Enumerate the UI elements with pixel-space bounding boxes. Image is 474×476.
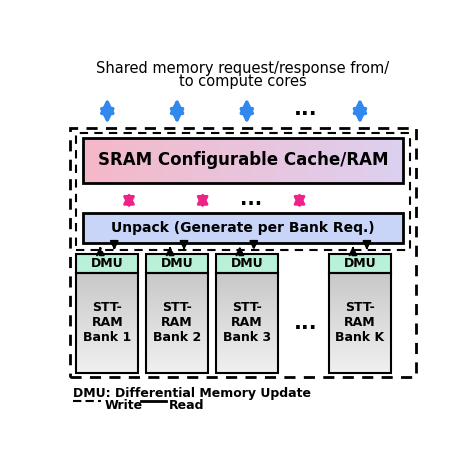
Bar (76, 273, 138, 373)
Text: Read: Read (169, 399, 205, 412)
Text: STT-
RAM
Bank 3: STT- RAM Bank 3 (223, 301, 271, 344)
Bar (329, 254, 391, 273)
Text: to compute cores: to compute cores (179, 74, 307, 89)
Text: ...: ... (294, 99, 318, 119)
Bar (82, 213, 403, 243)
Text: DMU: DMU (161, 257, 193, 270)
Bar (76, 254, 138, 273)
Text: DMU: DMU (91, 257, 124, 270)
Bar (82, 138, 403, 183)
Text: STT-
RAM
Bank K: STT- RAM Bank K (336, 301, 384, 344)
Bar (216, 254, 278, 273)
Text: SRAM Configurable Cache/RAM: SRAM Configurable Cache/RAM (98, 151, 388, 169)
Bar (216, 273, 278, 373)
Text: DMU: Differential Memory Update: DMU: Differential Memory Update (73, 387, 311, 400)
Bar (146, 273, 208, 373)
Text: STT-
RAM
Bank 1: STT- RAM Bank 1 (83, 301, 131, 344)
Text: DMU: DMU (344, 257, 376, 270)
Text: Shared memory request/response from/: Shared memory request/response from/ (96, 61, 390, 76)
Bar (70, 128, 416, 377)
Text: DMU: DMU (230, 257, 263, 270)
Text: Unpack (Generate per Bank Req.): Unpack (Generate per Bank Req.) (111, 221, 375, 235)
Bar (146, 254, 208, 273)
Text: ...: ... (240, 190, 263, 209)
Text: Write: Write (104, 399, 142, 412)
Bar (76, 133, 410, 249)
Text: STT-
RAM
Bank 2: STT- RAM Bank 2 (153, 301, 201, 344)
Text: ...: ... (294, 313, 318, 333)
Bar (329, 273, 391, 373)
